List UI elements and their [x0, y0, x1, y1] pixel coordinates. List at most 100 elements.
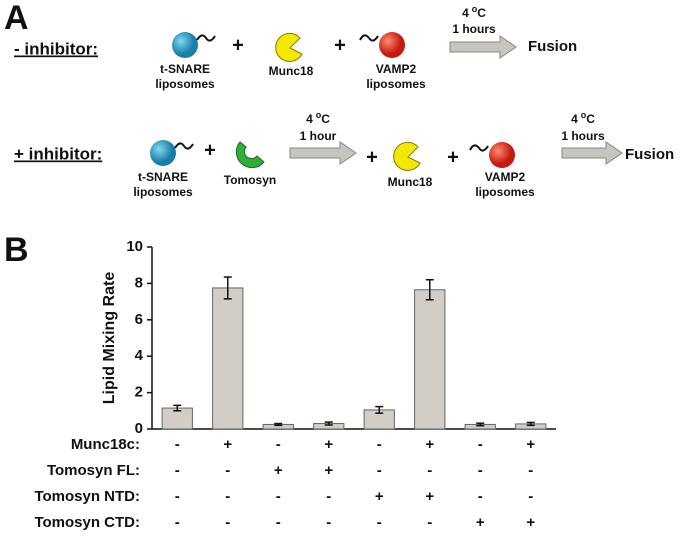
condition-mark: + [324, 462, 333, 479]
error-bar [274, 422, 283, 427]
condition-mark: - [528, 488, 533, 505]
item-text: t-SNARE [160, 62, 210, 76]
error-bar [375, 405, 384, 414]
condition-mark: - [175, 488, 180, 505]
t: 4 [571, 112, 578, 126]
condition-mark: + [375, 488, 384, 505]
t: C [586, 112, 595, 126]
bar [414, 289, 446, 430]
condition-mark: + [425, 436, 434, 453]
condition-mark: - [478, 462, 483, 479]
plus: + [334, 34, 346, 56]
condition-mark: - [377, 436, 382, 453]
condition-label: Munc18c: [71, 436, 140, 453]
condition-mark: - [276, 514, 281, 531]
condition-mark: - [478, 436, 483, 453]
y-tick-label: 2 [135, 384, 143, 401]
condition-label: Tomosyn NTD: [34, 488, 140, 505]
condition-mark: - [175, 514, 180, 531]
condition-mark: - [276, 436, 281, 453]
condition-mark: - [175, 436, 180, 453]
condition-label: Tomosyn FL: [47, 462, 140, 479]
condition-mark: + [425, 488, 434, 505]
error-bar [476, 422, 485, 427]
error-bar [526, 421, 535, 427]
arrow-time: 1 hours [452, 22, 496, 36]
t: 4 [306, 112, 313, 126]
condition-mark: - [225, 488, 230, 505]
arrow-time: 1 hour [300, 129, 337, 143]
condition-mark: + [476, 514, 485, 531]
error-bar [173, 404, 182, 412]
condition-mark: - [276, 488, 281, 505]
munc18-icon [275, 32, 303, 62]
arrow [289, 141, 357, 165]
t-snare-icon [150, 140, 176, 166]
tail [359, 34, 379, 42]
item-text: liposomes [155, 77, 215, 91]
result: Fusion [625, 146, 674, 163]
tomosyn-icon [235, 141, 265, 169]
tail [174, 142, 194, 150]
condition-mark: + [324, 436, 333, 453]
row-label: + inhibitor: [14, 144, 102, 163]
condition-mark: + [526, 436, 535, 453]
plus: + [232, 34, 244, 56]
y-tick-label: 4 [135, 347, 144, 364]
item-text: VAMP2 [485, 170, 526, 184]
tail [196, 34, 216, 42]
item-text: liposomes [475, 185, 535, 199]
row-label: - inhibitor: [14, 39, 98, 58]
item-text: VAMP2 [376, 62, 417, 76]
panel-label: B [4, 231, 29, 269]
munc18-icon [393, 141, 421, 171]
vamp2-icon [379, 32, 405, 58]
condition-label: Tomosyn CTD: [34, 514, 140, 531]
t: C [321, 112, 330, 126]
item-text: Munc18 [388, 175, 433, 189]
item-text: Munc18 [269, 64, 314, 78]
y-tick-label: 10 [126, 238, 143, 255]
tail [469, 144, 489, 152]
result: Fusion [528, 38, 577, 55]
arrow [449, 35, 517, 59]
t: o [581, 110, 587, 120]
condition-mark: - [225, 462, 230, 479]
y-tick-label: 0 [135, 420, 143, 437]
arrow-time: 1 hours [561, 129, 605, 143]
t: 4 [462, 6, 469, 20]
condition-mark: + [223, 436, 232, 453]
t: o [472, 4, 478, 14]
condition-mark: - [326, 488, 331, 505]
y-axis-title: Lipid Mixing Rate [101, 272, 118, 405]
condition-mark: + [526, 514, 535, 531]
error-bar [324, 421, 333, 426]
item-text: liposomes [133, 185, 193, 199]
condition-mark: - [225, 514, 230, 531]
condition-mark: - [326, 514, 331, 531]
t: o [316, 110, 322, 120]
t-snare-icon [172, 32, 198, 58]
arrow-temp: 4 oC [571, 110, 595, 126]
plus: + [204, 139, 216, 161]
condition-mark: - [175, 462, 180, 479]
vamp2-icon [489, 142, 515, 168]
condition-mark: - [528, 462, 533, 479]
t: C [477, 6, 486, 20]
panel-label: A [4, 0, 29, 37]
arrow-temp: 4 oC [462, 4, 486, 20]
item-text: t-SNARE [138, 170, 188, 184]
y-tick-label: 6 [135, 311, 143, 328]
item-text: liposomes [366, 77, 426, 91]
error-bar [425, 279, 434, 301]
arrow-temp: 4 oC [306, 110, 330, 126]
condition-mark: - [478, 488, 483, 505]
condition-mark: + [274, 462, 283, 479]
bar [212, 287, 244, 430]
condition-mark: - [377, 462, 382, 479]
condition-mark: - [427, 514, 432, 531]
plus: + [447, 146, 459, 168]
arrow [561, 141, 623, 165]
condition-mark: - [427, 462, 432, 479]
